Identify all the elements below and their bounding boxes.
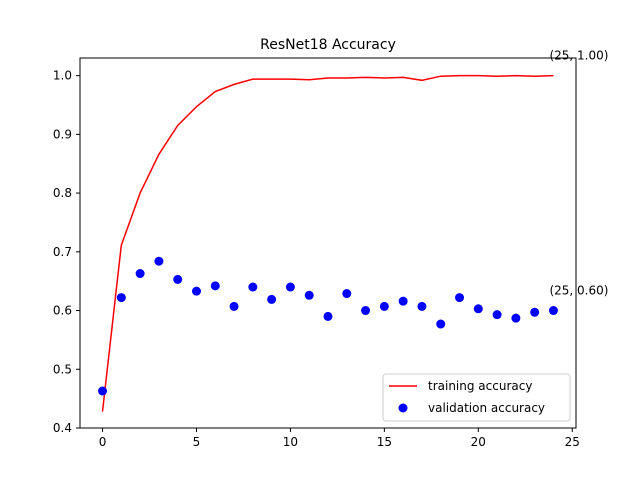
validation-accuracy-point [248, 282, 258, 292]
validation-accuracy-point [379, 301, 389, 311]
validation-accuracy-point [398, 296, 408, 306]
validation-accuracy-point [530, 307, 540, 317]
legend-box [382, 373, 571, 422]
validation-accuracy-point [173, 274, 183, 284]
validation-accuracy-point [210, 281, 220, 291]
validation-accuracy-point [436, 319, 446, 329]
y-tick-label: 0.4 [53, 421, 72, 435]
y-tick-label: 0.8 [53, 186, 72, 200]
y-tick-label: 1.0 [53, 69, 72, 83]
x-tick-label: 10 [283, 435, 298, 449]
annotation-label: (25, 1.00) [549, 49, 608, 63]
x-tick-label: 0 [99, 435, 107, 449]
legend-label: validation accuracy [428, 401, 545, 415]
y-tick-label: 0.7 [53, 245, 72, 259]
y-tick-label: 0.5 [53, 362, 72, 376]
legend-label: training accuracy [428, 379, 532, 393]
x-tick-label: 20 [471, 435, 486, 449]
x-tick-label: 25 [565, 435, 580, 449]
validation-accuracy-point [323, 311, 333, 321]
y-tick-label: 0.9 [53, 127, 72, 141]
validation-accuracy-point [135, 269, 145, 279]
validation-accuracy-point [455, 293, 465, 303]
training-accuracy-line [101, 74, 554, 412]
validation-accuracy-point [98, 386, 108, 396]
x-tick-label: 15 [377, 435, 392, 449]
validation-accuracy-point [417, 301, 427, 311]
validation-accuracy-point [285, 282, 295, 292]
validation-accuracy-point [361, 306, 371, 316]
validation-accuracy-point [342, 289, 352, 299]
validation-accuracy-point [548, 306, 558, 316]
annotation-label: (25, 0.60) [549, 284, 608, 298]
validation-accuracy-point [511, 313, 521, 323]
validation-accuracy-point [473, 304, 483, 314]
validation-accuracy-point [492, 310, 502, 320]
y-tick-label: 0.6 [53, 304, 72, 318]
plot-area [98, 74, 558, 412]
plot-frame [79, 57, 577, 429]
validation-accuracy-point [304, 290, 314, 300]
validation-accuracy-point [154, 256, 164, 266]
validation-accuracy-point [229, 301, 239, 311]
x-tick-label: 5 [193, 435, 201, 449]
validation-accuracy-point [191, 286, 201, 296]
validation-accuracy-point [267, 294, 277, 304]
legend: training accuracy validation accuracy [382, 373, 571, 422]
chart-title: ResNet18 Accuracy [260, 37, 396, 53]
legend-marker-swatch [398, 403, 408, 413]
validation-accuracy-point [116, 293, 126, 303]
